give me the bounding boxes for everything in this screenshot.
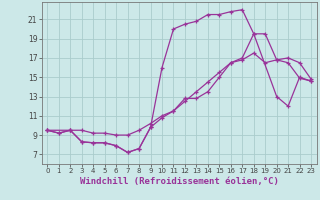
X-axis label: Windchill (Refroidissement éolien,°C): Windchill (Refroidissement éolien,°C)	[80, 177, 279, 186]
